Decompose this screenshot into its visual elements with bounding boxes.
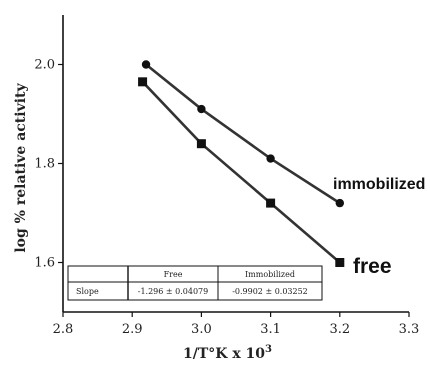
slope-table-header: Free: [164, 270, 183, 279]
y-tick-label: 2.0: [34, 58, 55, 73]
x-axis-title-sup: 3: [265, 344, 272, 355]
series-markers: [138, 60, 345, 267]
series-label-immobilized: immobilized: [333, 176, 425, 193]
y-axis-title: log % relative activity: [13, 82, 29, 252]
x-tick-label: 3.0: [191, 322, 212, 337]
slope-table-frame: [67, 265, 323, 301]
axes: [58, 15, 410, 317]
data-point-immobilized: [141, 60, 151, 69]
series-label-free: free: [353, 255, 392, 278]
slope-table-header: Immobilized: [245, 270, 295, 279]
slope-table-cell: Slope: [76, 287, 99, 296]
data-point-immobilized: [335, 198, 344, 208]
x-tick-label: 3.1: [260, 322, 281, 337]
x-tick-label: 3.3: [399, 322, 420, 337]
data-point-immobilized: [266, 154, 275, 163]
data-point-immobilized: [197, 104, 206, 114]
slope-table: Free Immobilized Slope -1.296 ± 0.04079 -0.9…: [67, 265, 323, 301]
y-tick-label: 1.8: [34, 157, 55, 172]
x-axis-title-main: 1/T°K x 10: [183, 346, 265, 362]
data-point-free: [266, 198, 276, 208]
y-tick-label: 1.6: [34, 256, 55, 271]
x-tick-label: 2.8: [53, 322, 74, 337]
data-point-free: [196, 139, 206, 149]
x-tick-label: 2.9: [122, 322, 143, 337]
tick-labels: 2.8 2.9 3.0 3.1 3.2 3.3 1.6 1.8 2.0: [34, 58, 419, 338]
data-point-free: [138, 77, 148, 87]
series-line-free: [141, 80, 341, 264]
series-lines: [141, 63, 341, 264]
x-tick-label: 3.2: [329, 322, 350, 337]
slope-table-cell: -1.296 ± 0.04079: [138, 287, 208, 296]
slope-table-cell: -0.9902 ± 0.03252: [232, 287, 308, 296]
series-line-immobilized: [145, 63, 341, 205]
data-point-free: [335, 258, 345, 267]
x-axis-title: 1/T°K x 103: [183, 344, 272, 362]
